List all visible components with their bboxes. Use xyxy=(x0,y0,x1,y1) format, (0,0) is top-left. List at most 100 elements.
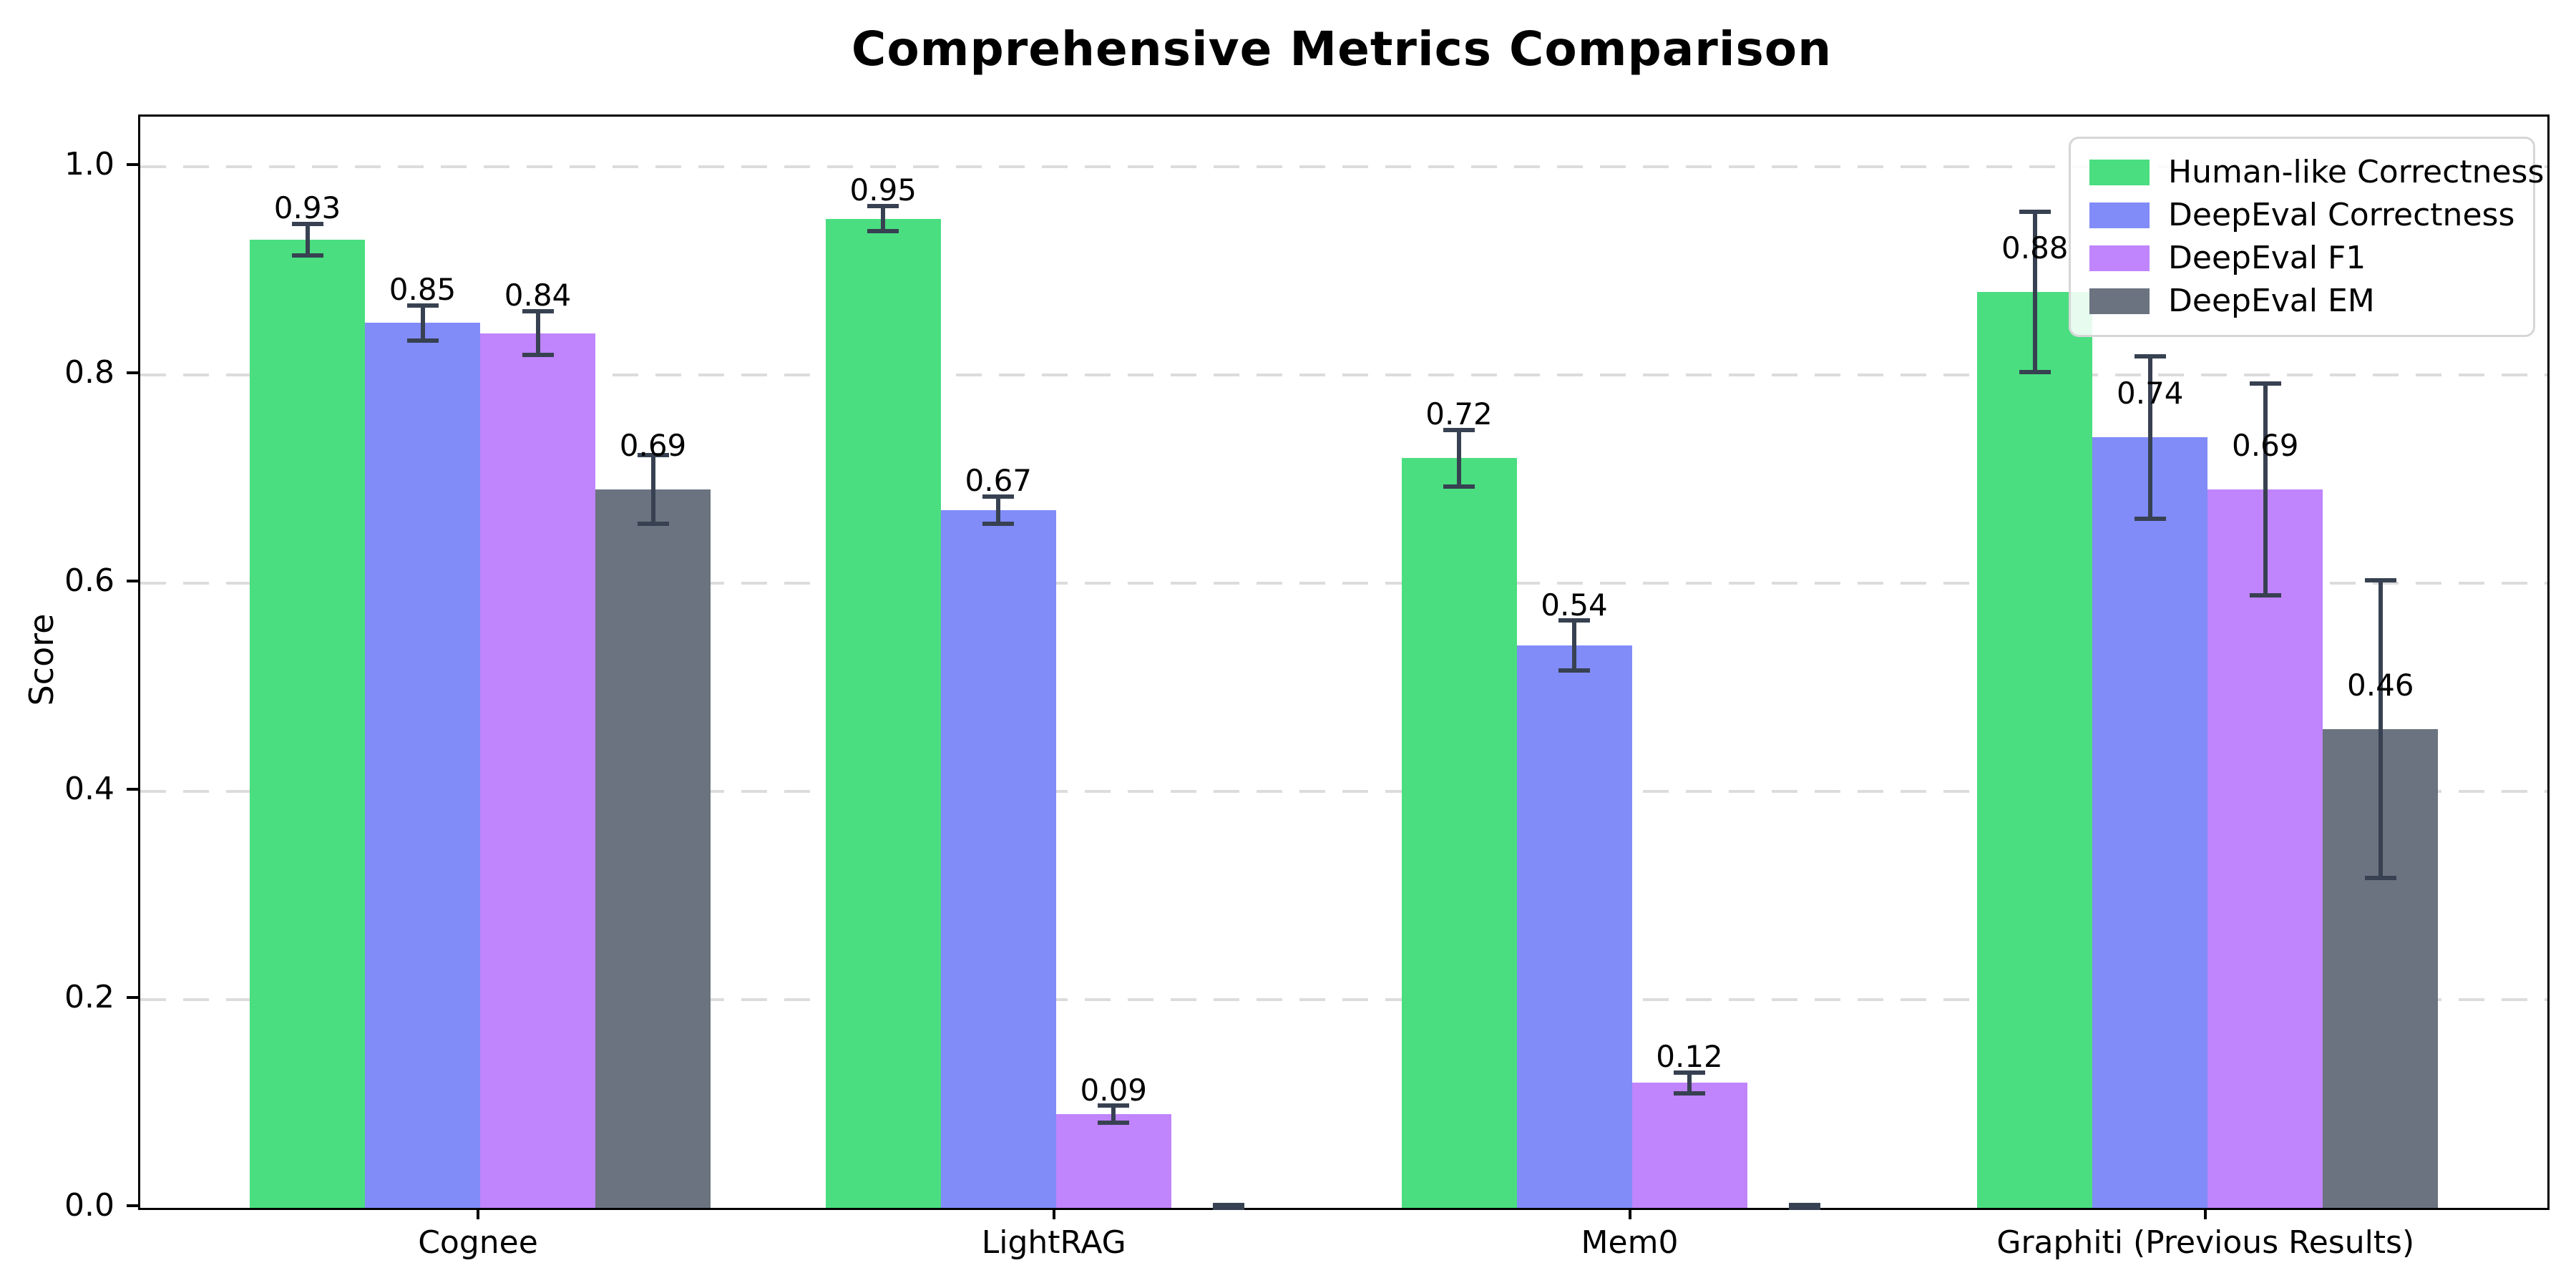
error-bar xyxy=(1111,1106,1116,1123)
error-bar-cap xyxy=(2364,577,2396,582)
error-bar-cap xyxy=(1674,1091,1705,1096)
error-bar xyxy=(2147,356,2152,519)
error-bar-cap xyxy=(2364,875,2396,880)
bar xyxy=(1055,1114,1171,1208)
x-tick-label: Cognee xyxy=(418,1224,538,1261)
bar-value-label: 0.88 xyxy=(2001,230,2069,265)
x-tick-label: LightRAG xyxy=(981,1224,1126,1261)
x-tick-mark xyxy=(1628,1208,1631,1219)
y-axis-label: Score xyxy=(22,613,61,706)
error-bar-cap xyxy=(1789,1206,1820,1210)
y-tick-label: 0.6 xyxy=(64,562,114,599)
y-tick-label: 0.2 xyxy=(64,979,114,1015)
error-bar-cap xyxy=(522,309,554,314)
legend-item: DeepEval Correctness xyxy=(2089,197,2514,233)
bar xyxy=(2092,437,2208,1208)
error-bar-cap xyxy=(982,494,1015,499)
bar xyxy=(825,218,941,1208)
error-bar-cap xyxy=(637,522,669,527)
bar-value-label: 0.84 xyxy=(504,278,572,313)
bar xyxy=(1401,458,1517,1208)
error-bar-cap xyxy=(2134,516,2166,521)
bar xyxy=(1977,291,2093,1208)
y-tick-label: 1.0 xyxy=(64,146,114,182)
bar xyxy=(365,323,480,1208)
y-tick-mark xyxy=(127,1204,138,1207)
error-bar xyxy=(996,497,1001,525)
legend-item: DeepEval F1 xyxy=(2089,240,2514,276)
legend-swatch xyxy=(2089,203,2150,228)
error-bar xyxy=(881,206,886,232)
x-tick-mark xyxy=(477,1208,479,1219)
error-bar xyxy=(2032,211,2037,372)
error-bar xyxy=(2378,580,2383,878)
legend-swatch xyxy=(2089,160,2150,185)
error-bar-cap xyxy=(291,253,323,258)
error-bar-cap xyxy=(406,303,439,308)
error-bar-cap xyxy=(291,222,323,227)
error-bar-cap xyxy=(522,353,554,358)
error-bar-cap xyxy=(982,522,1015,527)
y-tick-mark xyxy=(127,788,138,791)
bar-value-label: 0.69 xyxy=(619,427,687,463)
legend-label: DeepEval F1 xyxy=(2168,240,2366,276)
bar-value-label: 0.12 xyxy=(1656,1039,1723,1075)
gridline xyxy=(140,998,2547,1001)
error-bar-cap xyxy=(2019,209,2051,214)
bar-value-label: 0.09 xyxy=(1080,1072,1148,1108)
legend-label: Human-like Correctness xyxy=(2168,154,2545,190)
bar-value-label: 0.69 xyxy=(2231,427,2299,463)
error-bar-cap xyxy=(2249,381,2281,386)
error-bar-cap xyxy=(1558,618,1590,623)
bar-value-label: 0.95 xyxy=(849,172,917,208)
legend-swatch xyxy=(2089,288,2150,314)
error-bar xyxy=(1572,620,1576,671)
error-bar xyxy=(535,311,540,356)
legend-label: DeepEval Correctness xyxy=(2168,197,2515,233)
y-tick-mark xyxy=(127,996,138,999)
error-bar-cap xyxy=(2019,369,2051,374)
error-bar-cap xyxy=(1558,668,1590,673)
error-bar-cap xyxy=(637,453,669,458)
legend-item: Human-like Correctness xyxy=(2089,155,2544,190)
bar xyxy=(1516,645,1632,1208)
error-bar xyxy=(1457,430,1461,487)
bar-value-label: 0.85 xyxy=(389,271,457,307)
legend: Human-like Correctness DeepEval Correctne… xyxy=(2069,137,2544,337)
x-tick-mark xyxy=(2204,1208,2207,1219)
x-tick-mark xyxy=(1052,1208,1055,1219)
error-bar-cap xyxy=(1213,1206,1245,1210)
bar-value-label: 0.93 xyxy=(273,190,341,226)
error-bar xyxy=(305,224,310,255)
error-bar-cap xyxy=(2249,593,2281,598)
legend-item: DeepEval EM xyxy=(2089,283,2514,319)
gridline xyxy=(140,374,2547,376)
chart-title: Comprehensive Metrics Comparison xyxy=(851,21,1833,77)
error-bar-cap xyxy=(867,229,899,234)
bar xyxy=(595,489,711,1208)
y-tick-mark xyxy=(127,371,138,374)
bar-value-label: 0.54 xyxy=(1541,587,1608,623)
error-bar-cap xyxy=(406,338,439,343)
error-bar-cap xyxy=(867,204,899,209)
bar-value-label: 0.74 xyxy=(2116,376,2184,411)
bar-value-label: 0.72 xyxy=(1425,396,1493,432)
x-tick-label: Graphiti (Previous Results) xyxy=(1996,1224,2415,1261)
bar xyxy=(940,510,1056,1208)
error-bar-cap xyxy=(1098,1103,1130,1108)
legend-swatch xyxy=(2089,245,2150,271)
gridline xyxy=(140,790,2547,793)
y-tick-mark xyxy=(127,580,138,582)
x-tick-label: Mem0 xyxy=(1581,1224,1679,1261)
bar xyxy=(480,333,595,1208)
y-tick-label: 0.4 xyxy=(64,771,114,807)
error-bar-cap xyxy=(1789,1202,1820,1207)
error-bar-cap xyxy=(1213,1202,1245,1207)
bar xyxy=(1631,1083,1747,1208)
legend-label: DeepEval EM xyxy=(2168,283,2375,319)
y-tick-mark xyxy=(127,163,138,166)
error-bar-cap xyxy=(1443,484,1475,489)
error-bar xyxy=(650,455,655,525)
y-tick-label: 0.0 xyxy=(64,1187,114,1224)
